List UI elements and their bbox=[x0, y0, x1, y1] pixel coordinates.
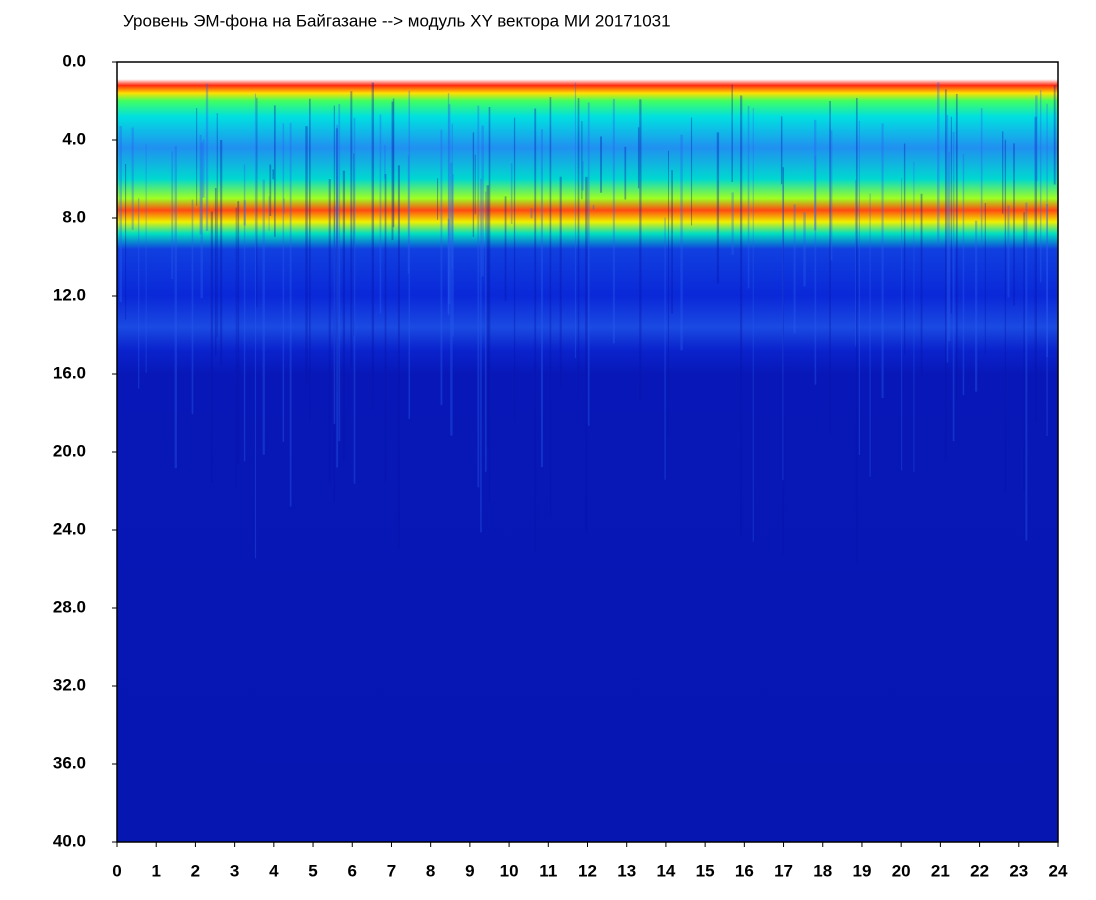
y-tick-label: 8.0 bbox=[62, 207, 86, 226]
x-tick-label: 1 bbox=[151, 861, 160, 880]
y-tick-label: 40.0 bbox=[53, 831, 86, 850]
x-tick-label: 21 bbox=[931, 861, 950, 880]
y-tick-label: 36.0 bbox=[53, 753, 86, 772]
x-tick-label: 22 bbox=[970, 861, 989, 880]
y-tick-label: 12.0 bbox=[53, 285, 86, 304]
x-tick-label: 24 bbox=[1049, 861, 1068, 880]
x-tick-label: 15 bbox=[696, 861, 715, 880]
y-tick-label: 20.0 bbox=[53, 441, 86, 460]
x-tick-label: 3 bbox=[230, 861, 239, 880]
x-tick-label: 2 bbox=[191, 861, 200, 880]
x-tick-label: 5 bbox=[308, 861, 317, 880]
x-tick-label: 23 bbox=[1009, 861, 1028, 880]
x-tick-label: 20 bbox=[892, 861, 911, 880]
x-tick-label: 0 bbox=[112, 861, 121, 880]
x-tick-label: 13 bbox=[617, 861, 636, 880]
y-tick-label: 0.0 bbox=[62, 51, 86, 70]
y-tick-label: 32.0 bbox=[53, 675, 86, 694]
chart-title: Уровень ЭМ-фона на Байгазане --> модуль … bbox=[123, 11, 671, 30]
x-tick-label: 12 bbox=[578, 861, 597, 880]
y-tick-label: 28.0 bbox=[53, 597, 86, 616]
y-tick-label: 16.0 bbox=[53, 363, 86, 382]
x-tick-label: 9 bbox=[465, 861, 474, 880]
x-tick-label: 6 bbox=[348, 861, 357, 880]
x-tick-label: 4 bbox=[269, 861, 279, 880]
x-tick-label: 11 bbox=[539, 861, 557, 880]
x-tick-label: 18 bbox=[813, 861, 832, 880]
x-tick-label: 16 bbox=[735, 861, 754, 880]
x-tick-label: 7 bbox=[387, 861, 396, 880]
x-tick-label: 19 bbox=[852, 861, 871, 880]
y-tick-label: 24.0 bbox=[53, 519, 86, 538]
y-tick-label: 4.0 bbox=[62, 129, 86, 148]
x-tick-label: 10 bbox=[500, 861, 519, 880]
stripes bbox=[119, 82, 1056, 566]
x-tick-label: 8 bbox=[426, 861, 435, 880]
spectrogram bbox=[117, 62, 1058, 842]
x-tick-label: 14 bbox=[656, 861, 675, 880]
x-tick-label: 17 bbox=[774, 861, 793, 880]
